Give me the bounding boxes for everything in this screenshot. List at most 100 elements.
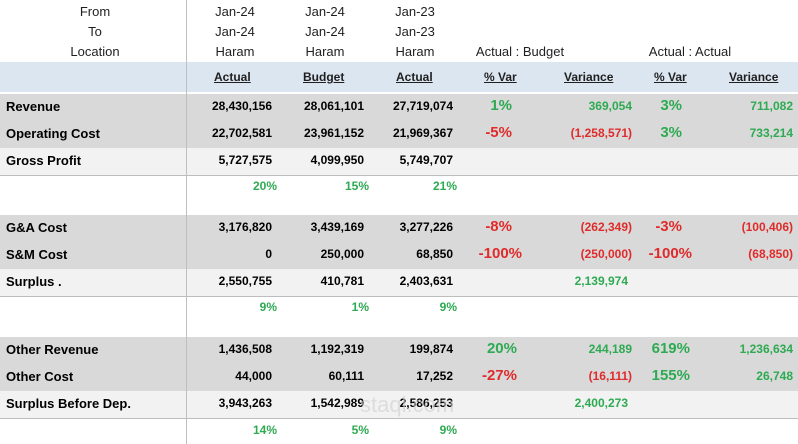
actual-value: 5,727,575 xyxy=(218,153,272,167)
row-label: Surplus Before Dep. xyxy=(6,396,131,411)
budget-value: 410,781 xyxy=(320,274,364,288)
col2-from: Jan-24 xyxy=(305,4,345,19)
pct-var-budget: -8% xyxy=(485,218,512,235)
table-row-operating-cost: Operating Cost 22,702,581 23,961,152 21,… xyxy=(0,121,798,149)
row-label: Other Revenue xyxy=(6,342,99,357)
watermark: staql.com xyxy=(360,392,455,417)
table-row-revenue: Revenue 28,430,156 28,061,101 27,719,074… xyxy=(0,94,798,122)
pct-var-actual: 619% xyxy=(651,340,690,357)
prev-actual-value: 27,719,074 xyxy=(392,99,453,113)
col-head-pct-var-1: % Var xyxy=(484,70,517,84)
col-head-pct-var-2: % Var xyxy=(654,70,687,84)
pct-var-budget: -100% xyxy=(478,245,522,262)
variance-budget: (1,258,571) xyxy=(570,126,632,140)
prev-actual-value: 2,586,253 xyxy=(399,396,453,410)
prev-actual-value: 2,403,631 xyxy=(399,274,453,288)
variance-actual: 711,082 xyxy=(750,99,793,113)
table-row-ga-cost: G&A Cost 3,176,820 3,439,169 3,277,226 -… xyxy=(0,215,798,243)
pct-var-actual: 3% xyxy=(660,97,682,114)
actual-value: 3,943,263 xyxy=(218,396,272,410)
col1-from: Jan-24 xyxy=(215,4,255,19)
prev-actual-value: 199,874 xyxy=(409,342,453,356)
col-head-actual-prev: Actual xyxy=(396,70,433,84)
row-label: G&A Cost xyxy=(6,220,67,235)
table-row-sm-cost: S&M Cost 0 250,000 68,850 -100% (250,000… xyxy=(0,242,798,270)
prev-actual-value: 17,252 xyxy=(416,369,453,383)
variance-actual: 26,748 xyxy=(756,369,793,383)
surplus-margin-budget: 1% xyxy=(351,300,369,314)
col-head-variance-1: Variance xyxy=(564,70,614,84)
variance-actual: (100,406) xyxy=(741,220,793,234)
table-row-surplus-before-dep: Surplus Before Dep. 3,943,263 1,542,989 … xyxy=(0,391,798,419)
variance-budget: 369,054 xyxy=(588,99,632,113)
row-label: Operating Cost xyxy=(6,126,100,141)
row-label: S&M Cost xyxy=(6,247,68,262)
group-actual-budget: Actual : Budget xyxy=(475,44,565,59)
budget-value: 250,000 xyxy=(320,247,364,261)
variance-budget: (262,349) xyxy=(580,220,632,234)
actual-value: 28,430,156 xyxy=(211,99,272,113)
col-head-variance-2: Variance xyxy=(729,70,779,84)
pct-var-budget: 20% xyxy=(486,340,517,357)
col3-from: Jan-23 xyxy=(395,4,435,19)
pct-var-actual: -100% xyxy=(648,245,692,262)
from-label: From xyxy=(79,4,111,19)
budget-value: 23,961,152 xyxy=(303,126,364,140)
surplus-margin-prev: 9% xyxy=(439,300,457,314)
group-actual-actual: Actual : Actual xyxy=(648,44,732,59)
budget-value: 3,439,169 xyxy=(310,220,364,234)
budget-value: 28,061,101 xyxy=(303,99,364,113)
pct-var-actual: -3% xyxy=(655,218,682,235)
label-column-divider xyxy=(186,0,187,444)
column-header-band xyxy=(0,62,798,92)
variance-actual: 733,214 xyxy=(749,126,793,140)
row-label: Surplus . xyxy=(6,274,62,289)
prev-actual-value: 5,749,707 xyxy=(399,153,453,167)
row-label: Other Cost xyxy=(6,369,74,384)
variance-actual: (68,850) xyxy=(748,247,793,261)
table-row-gross-profit: Gross Profit 5,727,575 4,099,950 5,749,7… xyxy=(0,148,798,176)
actual-value: 0 xyxy=(265,247,272,261)
prev-actual-value: 21,969,367 xyxy=(392,126,453,140)
table-row-other-revenue: Other Revenue 1,436,508 1,192,319 199,87… xyxy=(0,337,798,365)
actual-value: 2,550,755 xyxy=(218,274,272,288)
variance-budget: 2,139,974 xyxy=(574,274,628,288)
pct-var-budget: -27% xyxy=(481,367,517,384)
variance-budget: (16,111) xyxy=(588,369,632,383)
prev-actual-value: 68,850 xyxy=(416,247,453,261)
actual-value: 1,436,508 xyxy=(218,342,272,356)
variance-budget: 244,189 xyxy=(588,342,632,356)
actual-value: 22,702,581 xyxy=(211,126,272,140)
to-label: To xyxy=(88,24,102,39)
budget-value: 4,099,950 xyxy=(310,153,364,167)
col2-location: Haram xyxy=(305,44,345,59)
pct-var-actual: 155% xyxy=(651,367,690,384)
gross-margin-budget: 15% xyxy=(344,179,369,193)
col1-location: Haram xyxy=(215,44,255,59)
col-head-actual: Actual xyxy=(214,70,251,84)
pct-var-actual: 3% xyxy=(660,124,682,141)
col1-to: Jan-24 xyxy=(215,24,255,39)
budget-value: 1,192,319 xyxy=(310,342,364,356)
pre-dep-margin-prev: 9% xyxy=(439,423,457,437)
pct-var-budget: -5% xyxy=(485,124,512,141)
budget-value: 1,542,989 xyxy=(310,396,364,410)
row-label: Revenue xyxy=(6,99,61,114)
actual-value: 44,000 xyxy=(235,369,272,383)
prev-actual-value: 3,277,226 xyxy=(399,220,453,234)
variance-budget: (250,000) xyxy=(580,247,632,261)
surplus-margin-actual: 9% xyxy=(259,300,277,314)
col3-to: Jan-23 xyxy=(395,24,435,39)
pct-var-budget: 1% xyxy=(490,97,512,114)
budget-value: 60,111 xyxy=(328,369,364,383)
gross-margin-actual: 20% xyxy=(252,179,277,193)
gross-margin-prev: 21% xyxy=(432,179,457,193)
col2-to: Jan-24 xyxy=(305,24,345,39)
table-row-surplus: Surplus . 2,550,755 410,781 2,403,631 2,… xyxy=(0,269,798,297)
table-row-other-cost: Other Cost 44,000 60,111 17,252 -27% (16… xyxy=(0,364,798,392)
pre-dep-margin-budget: 5% xyxy=(351,423,369,437)
location-label: Location xyxy=(70,44,120,59)
variance-actual: 1,236,634 xyxy=(739,342,793,356)
actual-value: 3,176,820 xyxy=(218,220,272,234)
col-head-budget: Budget xyxy=(303,70,345,84)
